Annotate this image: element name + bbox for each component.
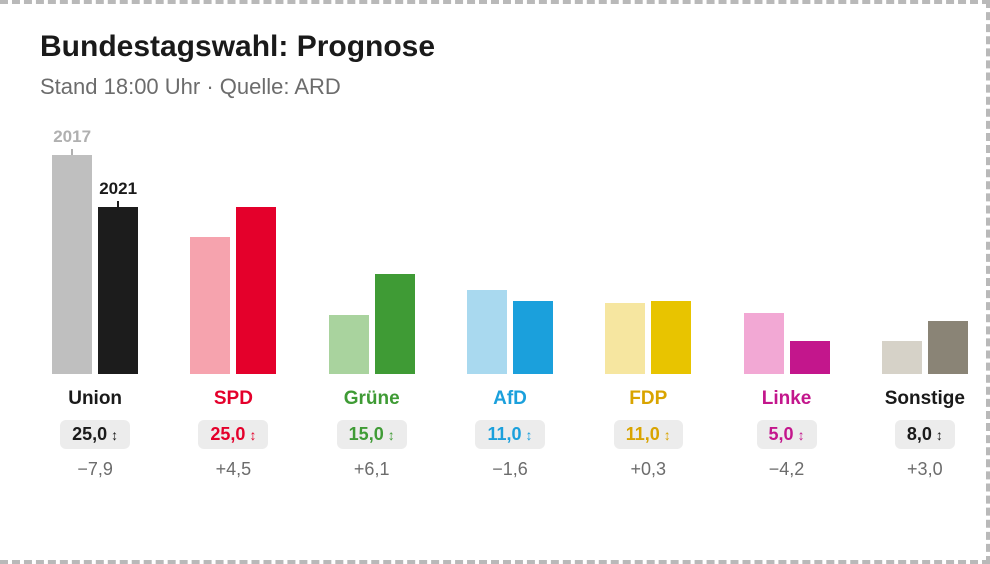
percent-pill: 8,0 ↕	[895, 420, 955, 449]
percent-value: 11,0	[487, 424, 521, 445]
party-group: Grüne 15,0 ↕ +6,1	[317, 154, 427, 480]
party-name: Linke	[762, 388, 812, 410]
percent-pill: 11,0 ↕	[614, 420, 683, 449]
party-name: SPD	[214, 388, 253, 410]
party-group: SPD 25,0 ↕ +4,5	[178, 154, 288, 480]
party-name: FDP	[629, 388, 667, 410]
delta-label: +6,1	[354, 459, 390, 480]
percent-value: 8,0	[907, 424, 932, 445]
chart-title: Bundestagswahl: Prognose	[40, 30, 990, 64]
bar-curr	[236, 207, 276, 374]
bar-curr	[513, 301, 553, 374]
arrow-icon: ↕	[798, 428, 805, 442]
party-group: Sonstige 8,0 ↕ +3,0	[870, 154, 980, 480]
bar-prev	[329, 315, 369, 374]
tick-mark	[117, 201, 119, 207]
chart-subtitle: Stand 18:00 Uhr · Quelle: ARD	[40, 74, 990, 100]
party-group: Linke 5,0 ↕ −4,2	[731, 154, 841, 480]
bar-curr	[790, 341, 830, 374]
bar-prev: 2017	[52, 155, 92, 374]
bar-curr	[375, 274, 415, 374]
bar-prev	[882, 341, 922, 374]
bar-prev	[744, 313, 784, 374]
party-group: FDP 11,0 ↕ +0,3	[593, 154, 703, 480]
delta-label: −4,2	[769, 459, 805, 480]
percent-value: 11,0	[626, 424, 660, 445]
arrow-icon: ↕	[664, 428, 671, 442]
arrow-icon: ↕	[526, 428, 533, 442]
delta-label: +4,5	[216, 459, 252, 480]
party-name: Grüne	[344, 388, 400, 410]
bars-wrap	[731, 154, 841, 374]
percent-pill: 25,0 ↕	[198, 420, 268, 449]
year-label-curr: 2021	[99, 179, 137, 199]
election-bar-chart: 20172021Union25,0↕−7,9SPD25,0↕+4,5Grüne1…	[40, 140, 980, 480]
percent-pill: 15,0 ↕	[337, 420, 407, 449]
arrow-icon: ↕	[388, 428, 395, 442]
bars-wrap	[178, 154, 288, 374]
bar-prev	[190, 237, 230, 374]
delta-label: −7,9	[77, 459, 113, 480]
bar-curr: 2021	[98, 207, 138, 374]
arrow-icon: ↕	[249, 428, 256, 442]
percent-value: 15,0	[349, 424, 384, 445]
party-name: AfD	[493, 388, 527, 410]
delta-label: +3,0	[907, 459, 943, 480]
year-label-prev: 2017	[53, 127, 91, 147]
party-name: Union	[68, 388, 122, 410]
delta-label: +0,3	[630, 459, 666, 480]
bars-wrap: 20172021	[40, 154, 150, 374]
percent-value: 25,0	[72, 424, 107, 445]
percent-pill: 11,0 ↕	[475, 420, 544, 449]
percent-pill: 25,0 ↕	[60, 420, 130, 449]
percent-value: 5,0	[769, 424, 794, 445]
bar-prev	[605, 303, 645, 374]
arrow-icon: ↕	[936, 428, 943, 442]
percent-value: 25,0	[210, 424, 245, 445]
bar-curr	[928, 321, 968, 374]
party-group: AfD 11,0 ↕ −1,6	[455, 154, 565, 480]
bars-wrap	[593, 154, 703, 374]
party-name: Sonstige	[885, 388, 965, 410]
bars-wrap	[317, 154, 427, 374]
bars-wrap	[455, 154, 565, 374]
arrow-icon: ↕	[111, 428, 118, 442]
delta-label: −1,6	[492, 459, 528, 480]
party-group: 20172021Union25,0↕−7,9	[40, 154, 150, 480]
bar-prev	[467, 290, 507, 374]
bars-wrap	[870, 154, 980, 374]
bar-curr	[651, 301, 691, 374]
tick-mark	[71, 149, 73, 155]
percent-pill: 5,0 ↕	[757, 420, 817, 449]
